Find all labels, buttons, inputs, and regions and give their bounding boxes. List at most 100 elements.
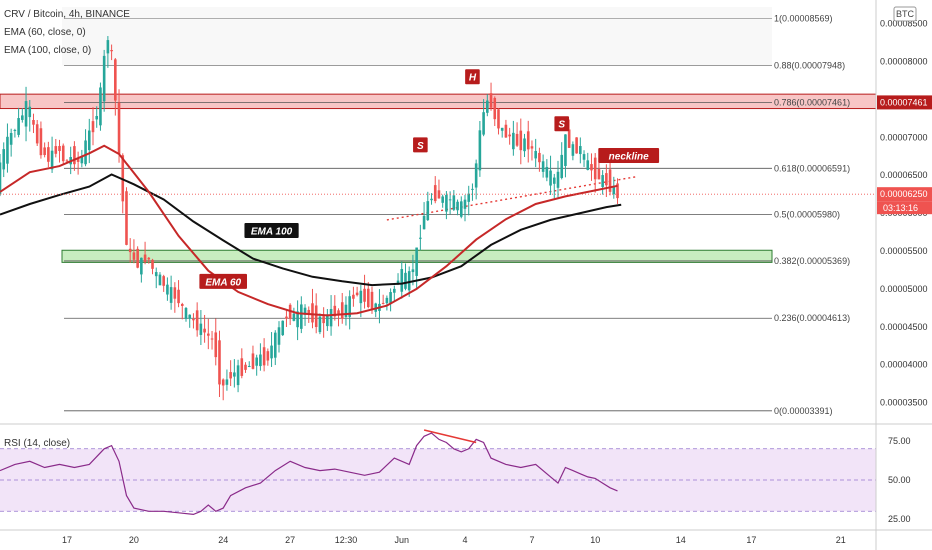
candle-body-161 bbox=[597, 168, 601, 180]
x-tick-7: 7 bbox=[529, 535, 534, 545]
candle-body-0 bbox=[0, 162, 2, 195]
currency-badge[interactable]: BTC bbox=[896, 9, 915, 19]
candle-body-31 bbox=[114, 59, 117, 101]
candle-body-104 bbox=[385, 297, 389, 304]
candle-body-77 bbox=[285, 316, 288, 319]
candle-body-45 bbox=[166, 284, 169, 295]
candle-body-33 bbox=[121, 155, 125, 202]
candle-body-153 bbox=[567, 129, 571, 148]
candle-body-72 bbox=[266, 351, 270, 361]
y-tick-8: 0.00004500 bbox=[880, 322, 928, 332]
candle-body-96 bbox=[355, 292, 359, 296]
candle-body-84 bbox=[311, 303, 314, 323]
candle-body-42 bbox=[154, 272, 158, 277]
candle-body-66 bbox=[244, 364, 247, 370]
candle-body-25 bbox=[91, 121, 95, 133]
candle-body-12 bbox=[43, 147, 46, 156]
candle-body-4 bbox=[13, 129, 17, 131]
candle-body-103 bbox=[381, 302, 385, 304]
candle-body-67 bbox=[247, 365, 251, 367]
candle-body-160 bbox=[593, 157, 597, 180]
fib-label-0: 1(0.00008569) bbox=[774, 13, 833, 23]
candle-body-17 bbox=[61, 145, 65, 162]
candle-body-47 bbox=[173, 287, 177, 299]
candle-body-79 bbox=[292, 313, 296, 321]
candle-body-5 bbox=[17, 118, 20, 135]
rsi-y-tick-1: 50.00 bbox=[888, 475, 911, 485]
candle-body-82 bbox=[303, 307, 307, 315]
candle-body-26 bbox=[95, 115, 99, 120]
annotation-box-4 bbox=[244, 223, 299, 239]
candle-body-1 bbox=[2, 149, 6, 170]
price-badge-box-1 bbox=[877, 187, 932, 202]
candle-body-28 bbox=[102, 55, 106, 102]
candle-body-38 bbox=[140, 257, 143, 275]
candle-body-148 bbox=[549, 170, 552, 186]
candle-body-65 bbox=[240, 358, 244, 376]
candle-body-68 bbox=[251, 353, 255, 369]
candle-body-37 bbox=[136, 248, 139, 268]
candle-body-64 bbox=[236, 365, 240, 386]
x-tick-10: 17 bbox=[746, 535, 756, 545]
candle-body-139 bbox=[515, 133, 519, 146]
candle-body-83 bbox=[307, 309, 311, 314]
ema100-indicator-label[interactable]: EMA (100, close, 0) bbox=[4, 45, 91, 56]
annotation-s-0: S bbox=[417, 141, 424, 152]
fib-top-band bbox=[62, 7, 772, 66]
rsi-indicator-label[interactable]: RSI (14, close) bbox=[4, 438, 70, 449]
candle-body-7 bbox=[24, 101, 28, 127]
candle-body-36 bbox=[132, 252, 136, 260]
candle-body-110 bbox=[407, 271, 411, 291]
candle-body-112 bbox=[415, 247, 418, 276]
ema100-line bbox=[0, 173, 622, 287]
fib-label-7: 0(0.00003391) bbox=[774, 406, 833, 416]
price-badge-0: 0.00007461 bbox=[880, 97, 928, 107]
candle-body-44 bbox=[162, 276, 165, 286]
candle-body-6 bbox=[21, 115, 24, 120]
candle-body-43 bbox=[158, 274, 162, 286]
candle-body-130 bbox=[482, 112, 485, 135]
candle-body-136 bbox=[504, 124, 508, 138]
candle-body-128 bbox=[474, 163, 478, 188]
candle-body-61 bbox=[225, 379, 229, 385]
candle-body-122 bbox=[452, 195, 456, 210]
candle-body-105 bbox=[389, 292, 392, 304]
x-tick-3: 27 bbox=[285, 535, 295, 545]
annotation-neckline-3: neckline bbox=[609, 152, 649, 163]
fib-label-3: 0.618(0.00006591) bbox=[774, 163, 850, 173]
candle-body-119 bbox=[441, 196, 444, 203]
annotation-box-1 bbox=[465, 69, 480, 85]
candle-body-132 bbox=[489, 93, 493, 108]
candle-body-23 bbox=[84, 140, 87, 165]
fib-label-6: 0.236(0.00004613) bbox=[774, 313, 850, 323]
candle-body-75 bbox=[277, 327, 281, 345]
candle-body-91 bbox=[337, 310, 340, 316]
candle-body-149 bbox=[552, 177, 556, 184]
candle-body-40 bbox=[147, 257, 151, 260]
candle-body-58 bbox=[214, 332, 218, 358]
candle-body-9 bbox=[32, 120, 35, 125]
y-tick-7: 0.00005000 bbox=[880, 284, 928, 294]
candle-body-11 bbox=[39, 128, 43, 156]
candle-body-147 bbox=[545, 166, 549, 178]
candle-body-164 bbox=[608, 169, 612, 192]
ema60-indicator-label[interactable]: EMA (60, close, 0) bbox=[4, 27, 86, 38]
candle-body-53 bbox=[195, 310, 199, 331]
candle-body-113 bbox=[419, 237, 422, 239]
candle-body-24 bbox=[87, 130, 91, 151]
candle-body-50 bbox=[184, 307, 188, 319]
x-tick-11: 21 bbox=[836, 535, 846, 545]
rsi-line bbox=[0, 432, 618, 516]
rsi-y-tick-2: 25.00 bbox=[888, 514, 911, 524]
candle-body-81 bbox=[300, 304, 303, 329]
candle-body-109 bbox=[404, 272, 407, 289]
currency-badge-box[interactable] bbox=[893, 6, 917, 22]
candle-body-142 bbox=[526, 131, 530, 150]
candle-body-30 bbox=[110, 50, 113, 52]
x-tick-8: 10 bbox=[590, 535, 600, 545]
candle-body-27 bbox=[99, 87, 102, 126]
candle-body-71 bbox=[262, 347, 266, 366]
x-tick-5: Jun bbox=[395, 535, 410, 545]
candle-body-143 bbox=[530, 146, 534, 149]
